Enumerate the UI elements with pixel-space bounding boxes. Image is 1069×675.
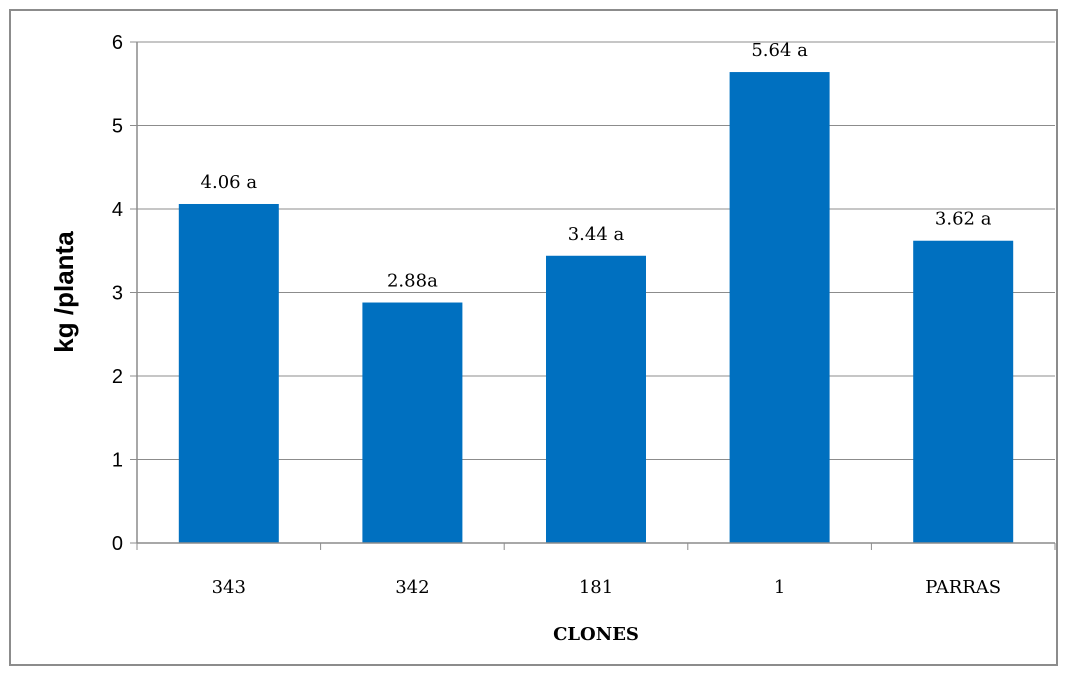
data-label: 4.06 a — [201, 172, 258, 193]
bar — [178, 203, 279, 544]
x-tick-label: 343 — [212, 577, 246, 598]
y-tick-label: 2 — [112, 366, 123, 388]
axes — [136, 42, 1055, 544]
y-tick-label: 0 — [112, 533, 123, 555]
x-tick-label: 1 — [774, 577, 785, 598]
y-axis-title: kg /planta — [49, 231, 79, 353]
x-tick-labels: 343 342 181 1 PARRAS — [212, 577, 1002, 598]
data-labels: 4.06 a 2.88a 3.44 a 5.64 a 3.62 a — [201, 40, 992, 291]
y-tick-label: 3 — [112, 283, 123, 305]
x-tick-label: PARRAS — [925, 577, 1001, 598]
x-tick-label: 342 — [395, 577, 429, 598]
y-tick-label: 4 — [112, 199, 123, 221]
data-label: 3.44 a — [568, 224, 625, 245]
y-tick-label: 5 — [112, 116, 123, 138]
y-tick-label: 6 — [112, 32, 123, 54]
bar — [913, 240, 1014, 544]
y-tick-label: 1 — [112, 450, 123, 472]
data-label: 2.88a — [387, 271, 438, 292]
bars — [178, 72, 1014, 544]
bar — [362, 302, 463, 543]
bar — [546, 255, 646, 543]
data-label: 5.64 a — [751, 40, 808, 61]
bar — [729, 72, 830, 543]
x-tick-label: 181 — [579, 577, 613, 598]
y-tick-labels: 0 1 2 3 4 5 6 — [112, 32, 123, 555]
data-label: 3.62 a — [935, 209, 992, 230]
x-axis-title: CLONES — [553, 624, 639, 645]
